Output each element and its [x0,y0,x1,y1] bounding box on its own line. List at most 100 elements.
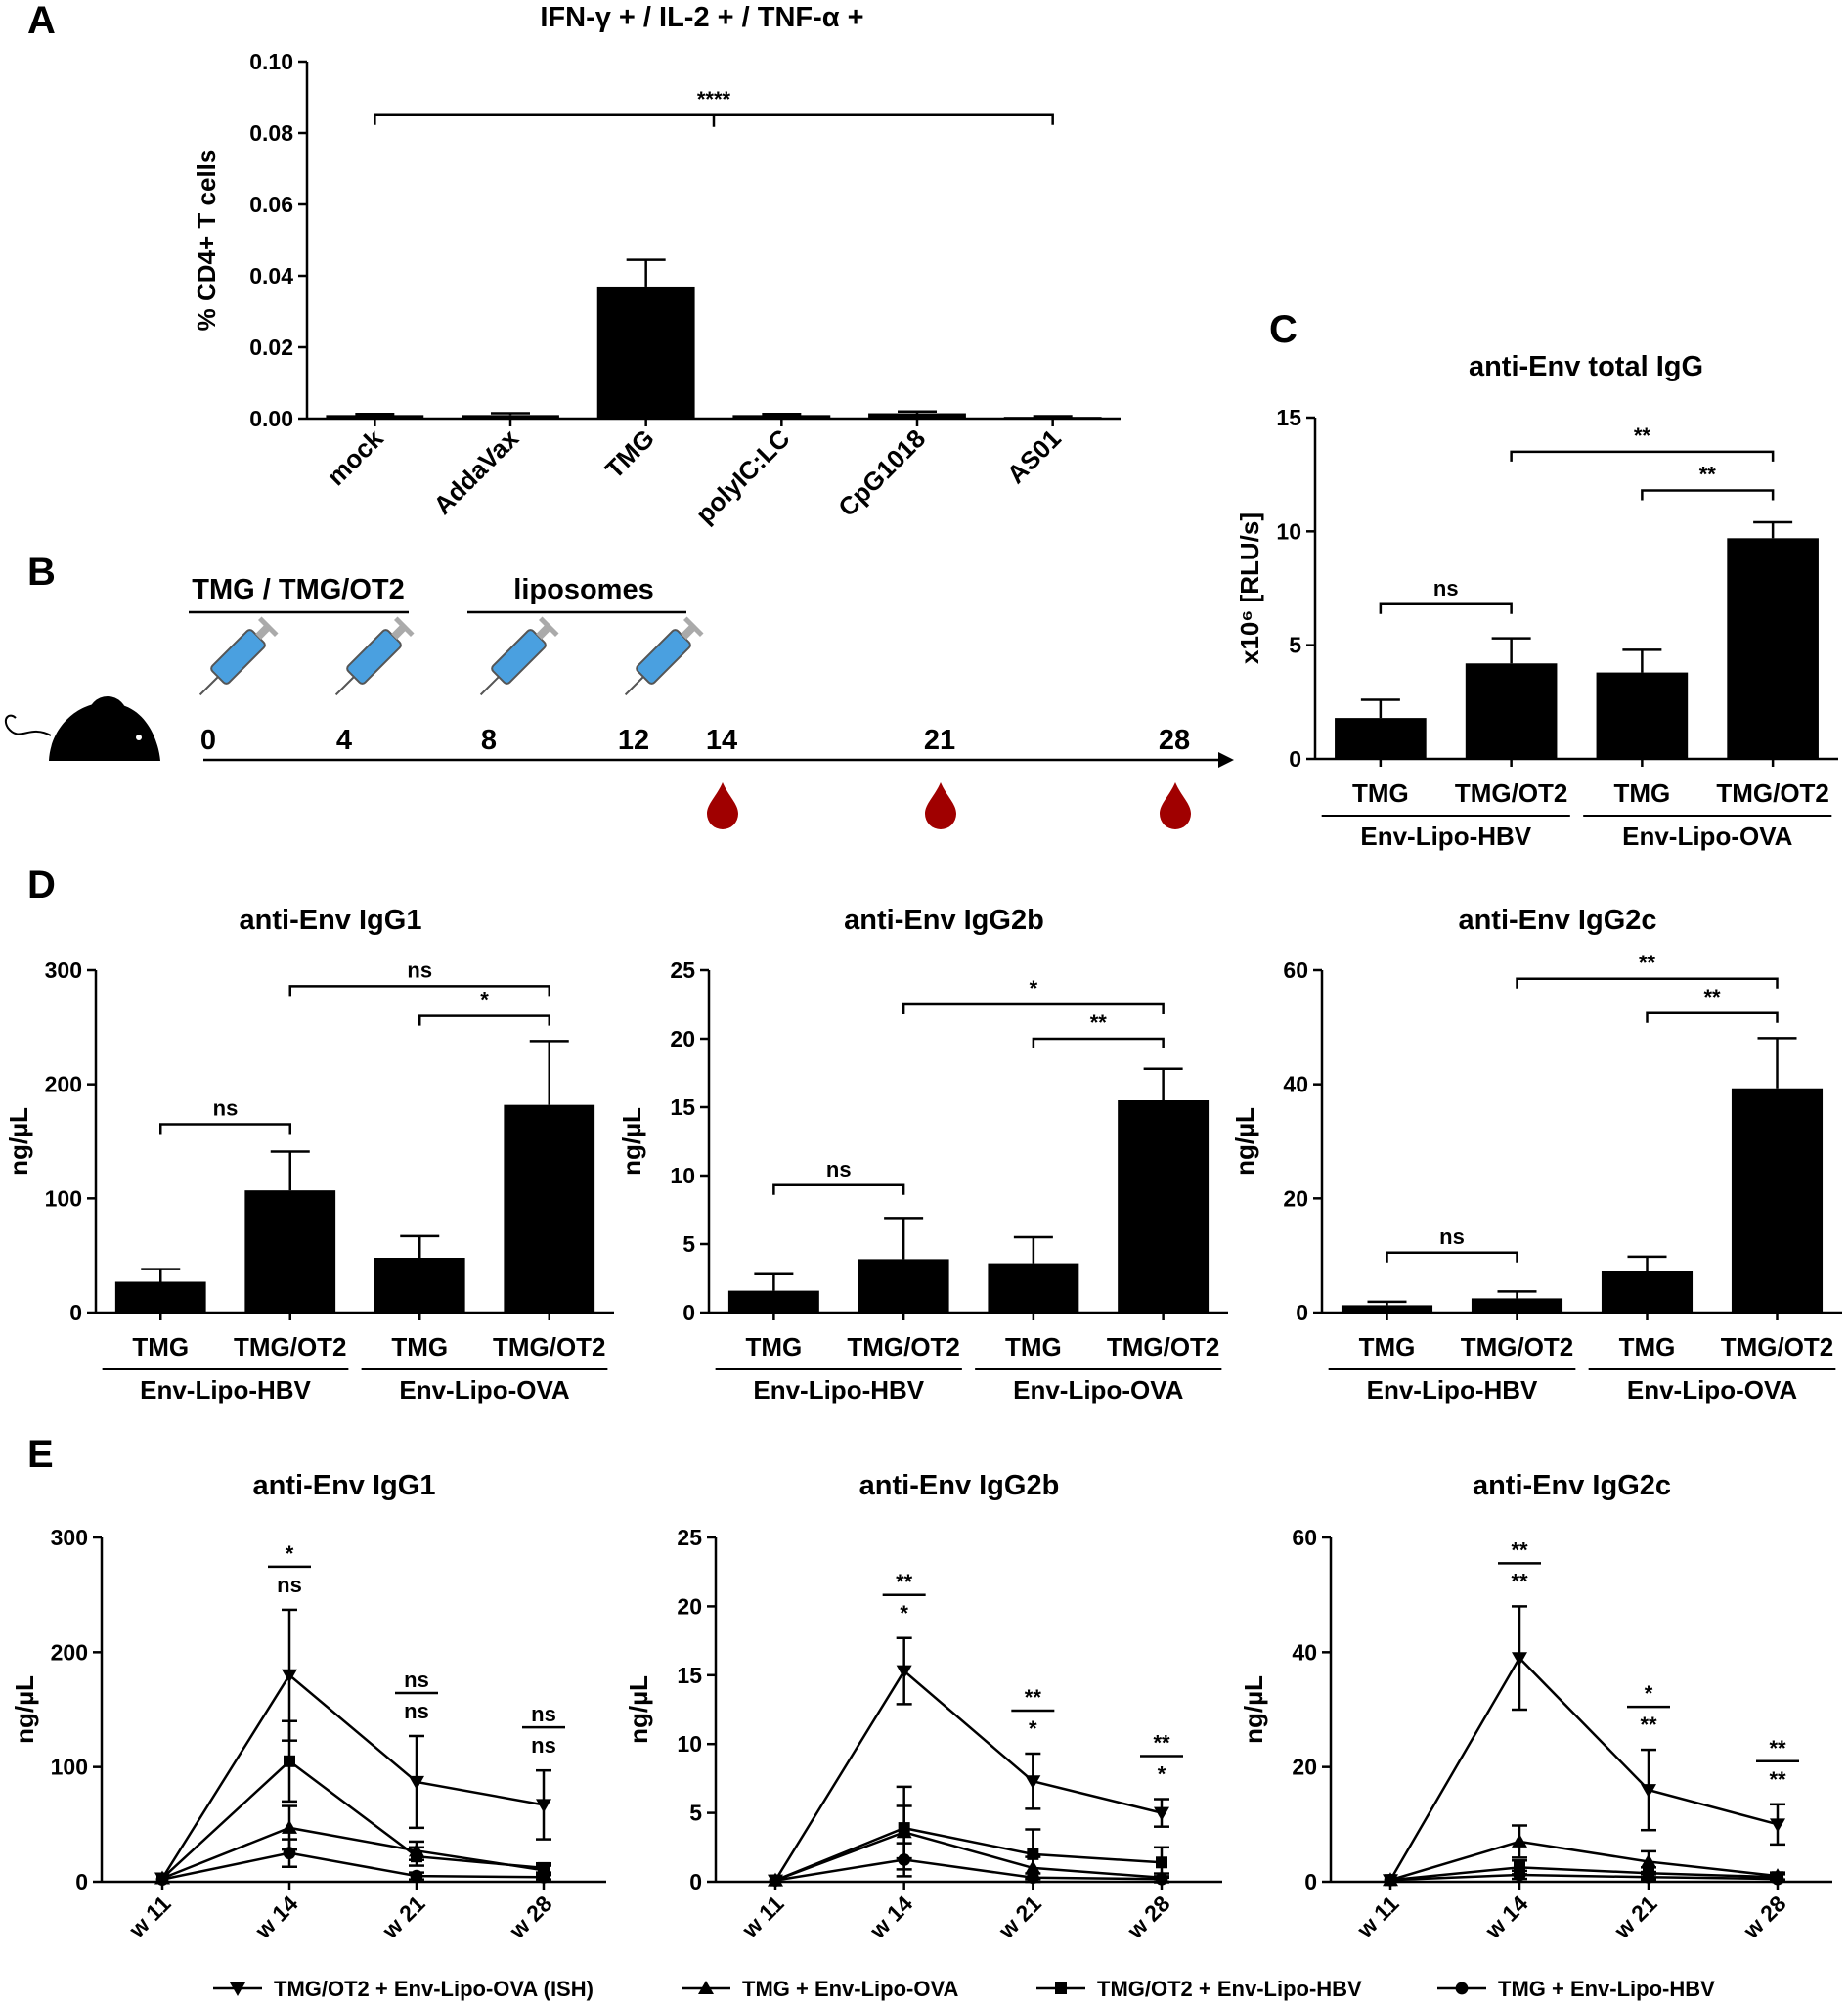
syringe-plunger-head [539,616,559,637]
significance-label: ns [277,1573,302,1597]
significance-label: * [286,1541,294,1566]
data-point [1641,1853,1656,1868]
blood-drop-icon [707,782,738,829]
panel-c-chart: anti-Env total IgG x10⁶ [RLU/s] 0 5 10 15 TMG T… [1235,351,1838,851]
significance-label: ** [1639,951,1656,975]
bar [1335,718,1427,759]
y-axis-label: ng/µL [10,1675,39,1744]
series-line [161,1851,545,1881]
y-tick-label: 20 [670,1026,695,1051]
significance-bracket [772,1183,905,1195]
significance-label: ns [1439,1225,1465,1249]
syringe-plunger-head [258,616,279,637]
y-tick-label: 10 [1276,518,1301,544]
series-line [773,1669,1163,1882]
significance-bracket [1379,602,1513,614]
significance-label: ns [407,957,432,982]
x-tick-label: w 28 [1738,1891,1790,1943]
timeline-group-label: TMG / TMG/OT2 [192,574,405,605]
blood-drop-icon [1160,782,1191,829]
data-point [283,1847,296,1860]
legend-marker [1455,1982,1469,1995]
data-point [1513,1868,1526,1882]
panel-c-label: C [1269,308,1298,351]
chart-title: anti-Env IgG2c [1458,905,1656,936]
data-point [1027,1848,1039,1860]
bar [727,1290,819,1313]
x-category-label: AddaVax [427,423,524,520]
y-tick-label: 0 [689,1869,702,1894]
syringe-barrel [636,629,691,685]
x-category-label: TMG [1613,779,1670,808]
x-tick-label: w 28 [504,1891,556,1943]
data-point [1025,1775,1041,1790]
bar [326,415,424,419]
blood-drop-icon [925,782,956,829]
panel-e-igg2b-chart: anti-Env IgG2b ng/µL 0 5 10 15 20 25 w 11 w 14 w 2… [624,1470,1222,1944]
bar [244,1190,336,1313]
data-point [1512,1833,1527,1848]
significance-label: * [1030,976,1038,1001]
y-tick-label: 0 [69,1300,82,1325]
data-point [1154,1806,1169,1821]
significance-label: * [1158,1762,1166,1787]
mouse-ear-icon [88,696,127,735]
x-category-label: TMG/OT2 [234,1332,347,1361]
data-point [282,1819,297,1834]
legend-marker [698,1981,714,1994]
y-tick-label: 0 [1296,1300,1308,1325]
timeline-day-label: 14 [706,725,737,756]
data-point [155,1873,169,1887]
panel-a-label: A [27,0,56,42]
y-tick-label: 0 [1304,1869,1317,1894]
significance-bracket [1032,1037,1165,1048]
y-tick-label: 20 [1292,1755,1317,1780]
bar [732,415,831,419]
x-tick-label: w 14 [1479,1891,1532,1943]
y-axis-label: ng/µL [1239,1675,1268,1744]
significance-label: ** [1511,1537,1528,1562]
panel-b-label: B [27,551,56,594]
x-category-label: AS01 [1001,423,1067,489]
series-line [774,1858,1163,1882]
timeline-day-label: 0 [200,725,216,756]
significance-label: ns [404,1699,429,1723]
significance-label: * [480,988,489,1012]
syringe-needle [198,676,219,696]
significance-label: ** [1511,1569,1528,1593]
syringe-icon [479,616,559,696]
data-point [536,1799,551,1813]
chart-title: anti-Env IgG2b [844,905,1044,936]
syringe-icon [198,616,279,696]
data-point [769,1874,782,1887]
y-axis-label: % CD4+ T cells [192,150,221,332]
data-point [1642,1870,1655,1884]
significance-label: ** [1699,462,1717,486]
y-tick-label: 200 [45,1072,82,1097]
significance-label: ** [1025,1685,1042,1710]
y-axis-label: ng/µL [4,1107,33,1176]
bar [1601,1271,1694,1313]
series-line [1388,1656,1779,1881]
bar [1727,538,1819,759]
group-label: Env-Lipo-OVA [1013,1375,1184,1404]
y-tick-label: 20 [677,1593,702,1619]
syringe-needle [334,676,355,696]
syringe-plunger-head [394,616,415,637]
x-category-label: TMG [1619,1332,1676,1361]
significance-bracket [1641,489,1775,501]
significance-label: ** [1703,985,1721,1009]
chart-title: anti-Env IgG1 [253,1470,436,1501]
data-point [896,1665,912,1679]
group-label: Env-Lipo-HBV [753,1375,924,1404]
y-tick-label: 100 [51,1755,88,1780]
series-line [161,1759,545,1880]
legend-label: TMG/OT2 + Env-Lipo-HBV [1097,1977,1362,2001]
bar [1118,1100,1210,1313]
bar [1465,663,1558,759]
significance-label: * [1029,1716,1037,1741]
y-tick-label: 0 [1289,746,1301,772]
significance-label: ns [531,1733,556,1758]
x-category-label: TMG [1352,779,1409,808]
